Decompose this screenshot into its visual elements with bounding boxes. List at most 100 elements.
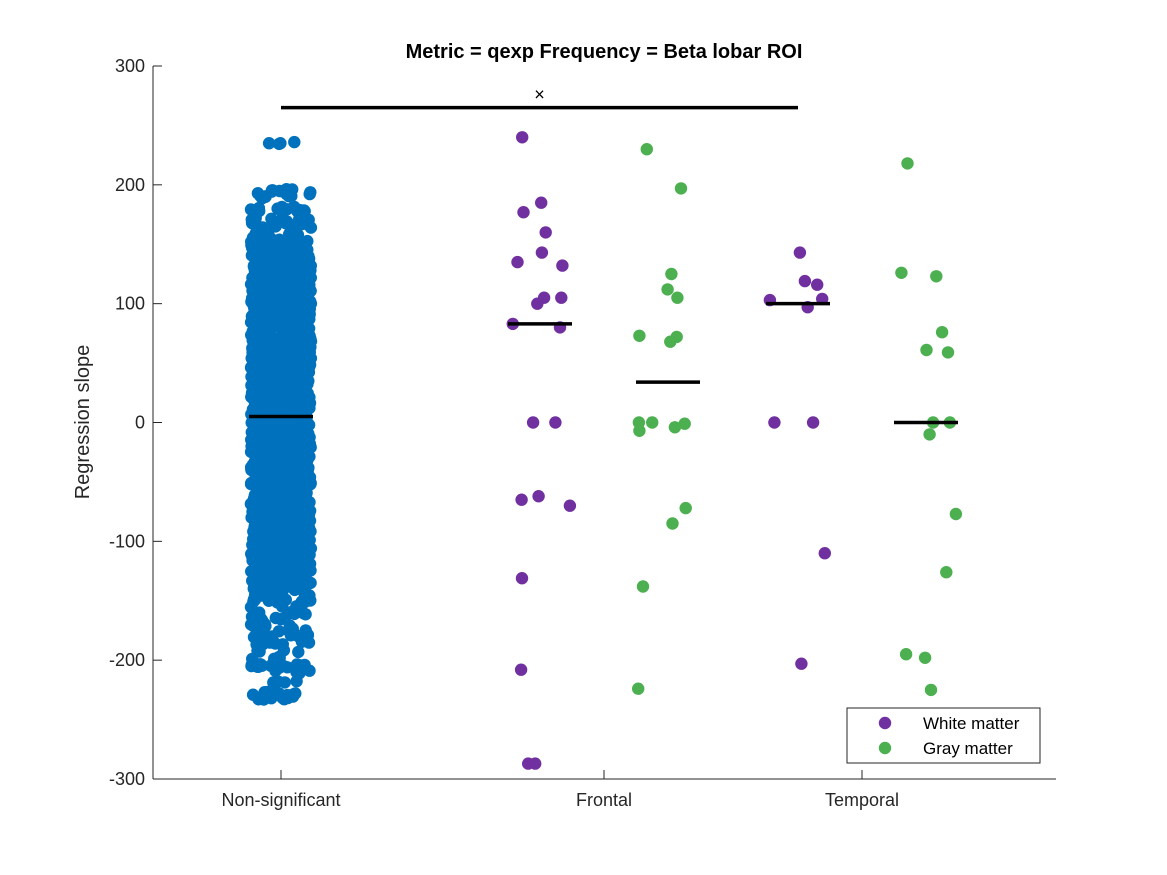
data-point [290, 263, 304, 277]
data-point [795, 657, 808, 670]
data-point [261, 453, 274, 466]
y-tick-label: -200 [109, 650, 145, 670]
x-ticks: Non-significant Frontal Temporal [221, 770, 899, 810]
y-tick-label: 0 [135, 413, 145, 433]
data-point [281, 607, 295, 620]
data-point [302, 525, 315, 538]
x-tick-label: Frontal [576, 790, 632, 810]
data-point [516, 131, 529, 144]
data-point [301, 628, 314, 641]
data-point [511, 255, 524, 269]
data-point [918, 651, 932, 664]
data-point [531, 297, 544, 310]
data-point [664, 335, 677, 348]
y-ticks: -300 -200 -100 0 100 200 300 [109, 56, 162, 789]
data-point [278, 581, 291, 595]
data-point [296, 567, 309, 580]
data-point [292, 659, 305, 672]
data-point [549, 416, 562, 429]
legend-marker [878, 741, 892, 755]
data-point [818, 547, 831, 560]
data-point [265, 185, 278, 198]
data-point [679, 501, 692, 515]
data-point [299, 608, 312, 621]
data-point [279, 593, 292, 606]
data-point [278, 676, 291, 689]
data-point [291, 629, 305, 643]
y-tick-label: 300 [115, 56, 145, 76]
data-point [288, 389, 301, 402]
data-point [299, 460, 312, 473]
data-point [646, 416, 659, 429]
data-point [526, 416, 540, 429]
data-point [290, 675, 303, 688]
data-point [281, 661, 294, 674]
data-point [633, 424, 646, 437]
data-point [266, 499, 279, 512]
data-point [299, 472, 312, 485]
x-tick-label: Temporal [825, 790, 899, 810]
data-point [298, 446, 312, 459]
data-point [251, 525, 264, 539]
data-point [275, 564, 288, 577]
data-point [254, 658, 267, 671]
data-point [284, 417, 298, 430]
data-point [671, 291, 684, 304]
data-point [271, 383, 284, 397]
data-point [563, 499, 577, 512]
data-point [304, 259, 317, 272]
data-point [263, 328, 276, 341]
data-point [678, 417, 691, 430]
data-point [535, 246, 549, 259]
data-point [269, 611, 282, 625]
data-point [272, 137, 286, 151]
data-point [293, 577, 306, 590]
data-point [262, 137, 276, 150]
data-point [632, 682, 645, 695]
data-point [269, 664, 282, 678]
data-point [256, 638, 270, 651]
data-point [276, 203, 289, 216]
data-point [259, 533, 273, 547]
data-point [674, 182, 688, 195]
data-point [261, 685, 275, 699]
y-tick-label: -300 [109, 769, 145, 789]
data-point [941, 346, 955, 359]
data-point [244, 497, 258, 510]
legend-marker [878, 716, 892, 730]
y-tick-label: -100 [109, 531, 145, 551]
data-point [253, 614, 266, 627]
x-tick-label: Non-significant [221, 790, 340, 810]
data-point [255, 260, 269, 274]
data-point [529, 757, 542, 770]
data-point [266, 435, 279, 448]
data-point [299, 421, 312, 434]
data-point [923, 428, 936, 441]
data-point [244, 203, 258, 216]
data-point [250, 465, 263, 478]
data-point [304, 186, 317, 199]
legend-label: White matter [923, 714, 1020, 733]
data-point [253, 346, 266, 359]
legend-label: Gray matter [923, 739, 1013, 758]
data-point [304, 594, 317, 607]
y-axis-label: Regression slope [72, 345, 94, 500]
data-point [251, 426, 265, 439]
data-point [275, 424, 289, 437]
data-point [283, 619, 296, 632]
data-point [284, 404, 298, 417]
data-point [251, 589, 264, 603]
data-point [266, 271, 280, 284]
data-point [636, 580, 650, 593]
data-point [768, 416, 781, 429]
data-point [279, 217, 292, 230]
data-point [291, 504, 304, 517]
data-point [895, 266, 908, 279]
data-point [276, 284, 290, 297]
data-point [290, 516, 303, 529]
data-point [661, 283, 674, 296]
data-point [272, 650, 286, 664]
data-point [290, 549, 303, 562]
data-point [940, 566, 953, 579]
